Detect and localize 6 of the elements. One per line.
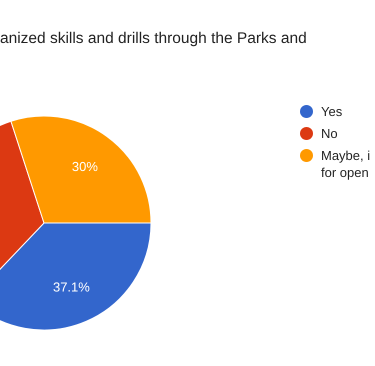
chart-title: anized skills and drills through the Parks and (0, 30, 307, 48)
data-label: 37.1% (52, 279, 90, 294)
legend-label: Yes (321, 103, 344, 120)
legend-label: Maybe, i for open (321, 147, 372, 181)
data-label: 30% (72, 159, 98, 174)
legend-label: No (321, 125, 339, 142)
